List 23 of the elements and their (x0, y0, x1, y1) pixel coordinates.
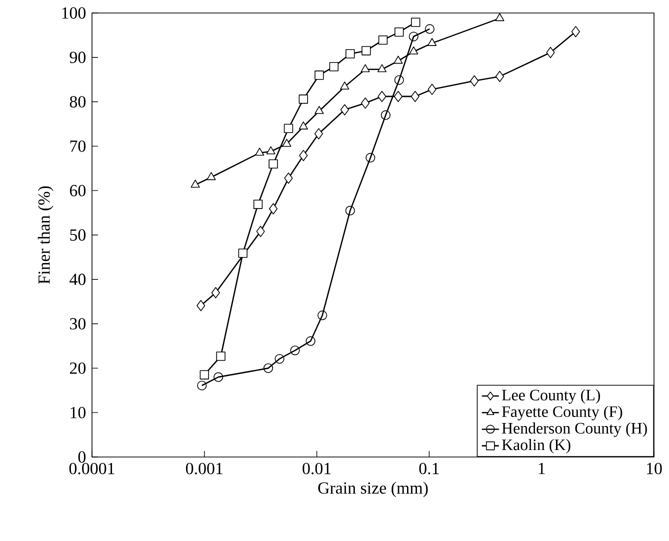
y-tick-label: 10 (70, 406, 86, 418)
x-tick-label: 0.0001 (69, 462, 114, 474)
x-tick-label: 1 (538, 462, 545, 474)
legend-label: Lee County (L) (502, 389, 600, 404)
y-axis-title: Finer than (%) (38, 186, 54, 284)
y-tick-label: 50 (70, 229, 86, 241)
legend-label: Kaolin (K) (502, 439, 570, 454)
y-tick-label: 0 (78, 451, 86, 463)
legend-label: Fayette County (F) (502, 406, 622, 420)
x-tick-label: 10 (647, 462, 662, 474)
y-tick-label: 70 (70, 140, 86, 152)
x-tick-label: 0.001 (186, 462, 222, 474)
legend-label: Henderson County (H) (502, 422, 647, 437)
y-tick-label: 30 (70, 318, 86, 330)
y-tick-label: 20 (70, 362, 86, 374)
x-tick-label: 0.1 (419, 462, 439, 474)
y-tick-label: 80 (70, 96, 86, 108)
x-axis-title: Grain size (mm) (318, 482, 428, 498)
x-tick-label: 0.01 (302, 462, 331, 474)
y-tick-label: 100 (62, 7, 86, 19)
y-tick-label: 40 (70, 274, 86, 286)
y-tick-label: 90 (70, 52, 86, 64)
y-tick-label: 60 (70, 184, 86, 196)
